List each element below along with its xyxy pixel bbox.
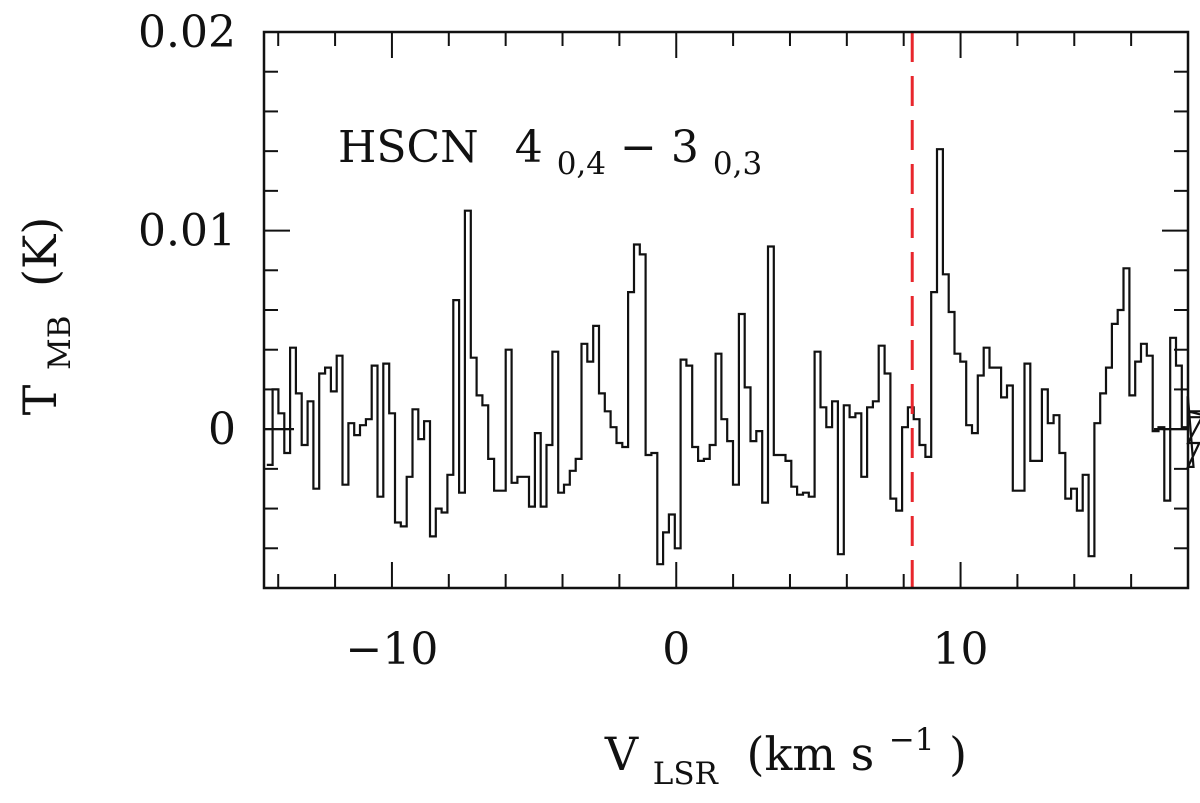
y-axis-label-main: T [13,384,67,415]
plot-frame [262,30,1190,590]
x-axis-label-unit-exponent: −1 [889,722,935,758]
tick-labels-layer: −10 0 10 0 0.01 0.02 [138,7,989,675]
x-tick-label: −10 [346,624,439,675]
x-axis-label-main: V [604,727,639,781]
spectrum-series-line [266,148,1200,566]
annotation-molecule: HSCN [338,122,479,173]
annotation-upper-sub: 0,4 [557,146,606,182]
x-tick-label: 10 [933,624,989,675]
y-axis-label: T MB (K) [13,217,81,416]
y-axis-label-sub: MB [42,316,78,371]
x-axis-label-unit-close: ) [949,727,967,781]
ticks-layer [264,31,1189,589]
annotation-upper-level: 4 [515,122,543,173]
transition-annotation: HSCN 4 0,4 − 3 0,3 [338,122,762,185]
x-axis-label-sub: LSR [653,756,720,792]
y-tick-label: 0.02 [138,7,236,58]
annotation-lower-level: 3 [671,122,699,173]
y-axis-label-unit: (K) [13,217,67,287]
annotation-dash: − [620,122,657,173]
y-tick-label: 0.01 [138,206,236,257]
x-tick-label: 0 [662,624,690,675]
annotation-lower-sub: 0,3 [713,146,762,182]
y-tick-label: 0 [208,404,236,455]
x-axis-label: V LSR (km s −1 ) [604,707,967,795]
x-axis-label-unit: (km s [747,727,875,781]
